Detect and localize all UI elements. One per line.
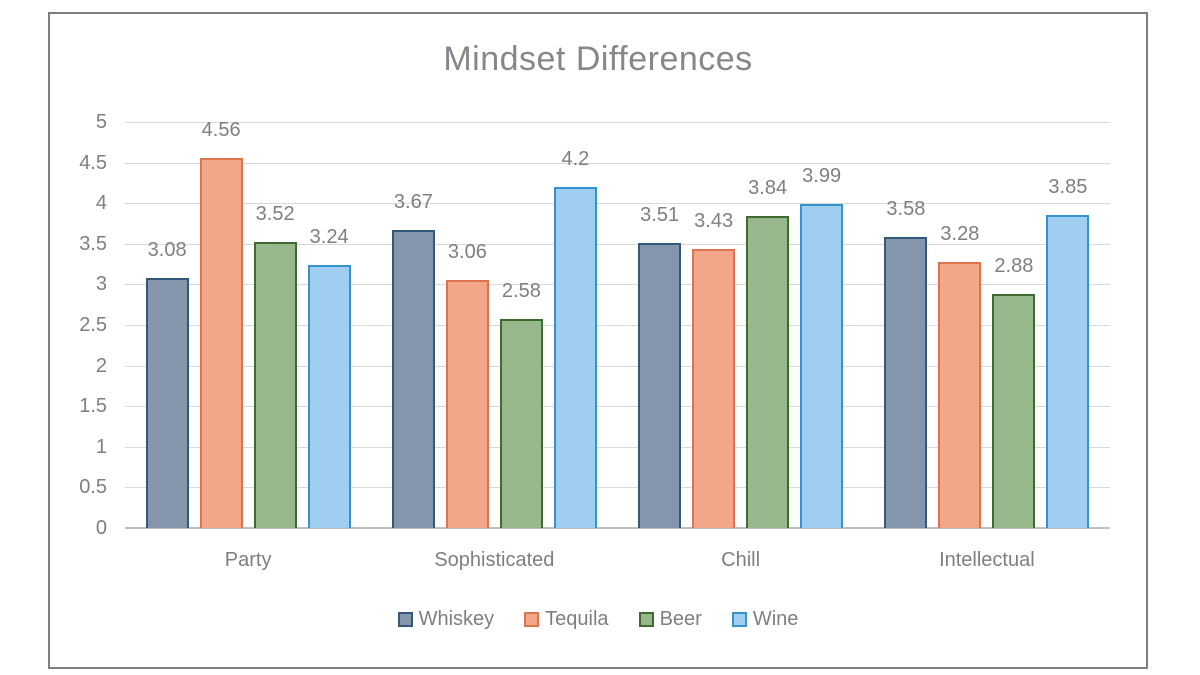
x-axis-category-label: Party — [224, 549, 272, 571]
y-axis-tick-label: 2.5 — [79, 314, 107, 336]
x-axis-category-label: Sophisticated — [434, 549, 555, 571]
legend-swatch-icon — [731, 612, 747, 627]
y-axis-tick-label: 2 — [95, 354, 107, 377]
chart-title: Mindset Differences — [443, 40, 753, 78]
bar-tequila — [445, 279, 489, 528]
bar-value-label: 3.58 — [886, 198, 926, 221]
bar-tequila — [938, 261, 982, 528]
y-axis-tick-label: 4.5 — [79, 151, 107, 174]
gridline — [125, 122, 1110, 123]
bar-value-label: 4.2 — [561, 147, 590, 170]
legend-label: Wine — [752, 608, 799, 630]
y-axis-tick-label: 5 — [95, 111, 107, 133]
legend-label: Tequila — [545, 608, 609, 630]
bar-value-label: 4.56 — [201, 118, 241, 141]
y-axis-tick-label: 0 — [95, 517, 107, 539]
gridline — [125, 406, 1110, 408]
bar-tequila — [692, 249, 736, 528]
y-axis-tick-label: 3.5 — [79, 232, 107, 255]
bar-wine — [1046, 215, 1090, 528]
bar-beer — [992, 294, 1036, 528]
y-axis-tick-label: 3 — [95, 273, 107, 296]
legend-item-beer: Beer — [638, 608, 702, 631]
bar-value-label: 3.28 — [940, 222, 980, 245]
bar-wine — [307, 264, 351, 528]
bar-value-label: 2.88 — [994, 255, 1034, 278]
legend-item-tequila: Tequila — [524, 608, 609, 631]
bar-tequila — [199, 157, 243, 528]
legend-item-wine: Wine — [731, 608, 799, 631]
x-axis-category-label: Intellectual — [939, 549, 1035, 571]
bar-value-label: 3.06 — [447, 240, 487, 263]
bar-beer — [499, 318, 543, 528]
bar-value-label: 3.51 — [640, 203, 680, 226]
x-axis-line — [125, 527, 1110, 529]
gridline — [125, 487, 1110, 489]
gridline — [125, 446, 1110, 448]
bar-value-label: 3.24 — [309, 225, 349, 248]
legend-swatch-icon — [397, 612, 413, 627]
bar-value-label: 3.84 — [748, 177, 788, 200]
bar-value-label: 2.58 — [501, 279, 541, 302]
bar-value-label: 3.85 — [1048, 176, 1088, 199]
legend-item-whiskey: Whiskey — [397, 608, 495, 631]
gridline — [125, 365, 1110, 367]
y-axis-tick-label: 4 — [95, 192, 107, 215]
bar-whiskey — [638, 242, 682, 528]
bar-value-label: 3.67 — [393, 190, 433, 213]
y-axis-tick-label: 1.5 — [79, 395, 107, 418]
bar-value-label: 3.43 — [694, 210, 734, 233]
bar-value-label: 3.08 — [147, 238, 187, 261]
legend-label: Whiskey — [418, 608, 495, 630]
y-axis-tick-label: 0.5 — [79, 476, 107, 499]
gridline — [125, 325, 1110, 326]
bar-value-label: 3.99 — [802, 165, 842, 187]
legend-swatch-icon — [638, 612, 654, 627]
bar-beer — [253, 242, 297, 528]
bar-wine — [553, 186, 597, 528]
gridline — [125, 243, 1110, 245]
bar-value-label: 3.52 — [255, 203, 295, 226]
bar-whiskey — [391, 229, 435, 528]
x-axis-category-label: Chill — [721, 549, 761, 571]
bar-whiskey — [884, 237, 928, 528]
legend: Whiskey Tequila Beer Wine — [50, 608, 1146, 631]
legend-label: Beer — [659, 608, 702, 630]
bar-whiskey — [145, 277, 189, 528]
gridline — [125, 162, 1110, 164]
gridline — [125, 284, 1110, 286]
gridline — [125, 203, 1110, 205]
y-axis-tick-label: 1 — [95, 435, 107, 458]
bar-beer — [746, 216, 790, 528]
bar-wine — [800, 204, 844, 528]
legend-swatch-icon — [524, 612, 540, 627]
chart-frame: Mindset Differences Whiskey Tequila Beer Wi… — [48, 12, 1148, 669]
